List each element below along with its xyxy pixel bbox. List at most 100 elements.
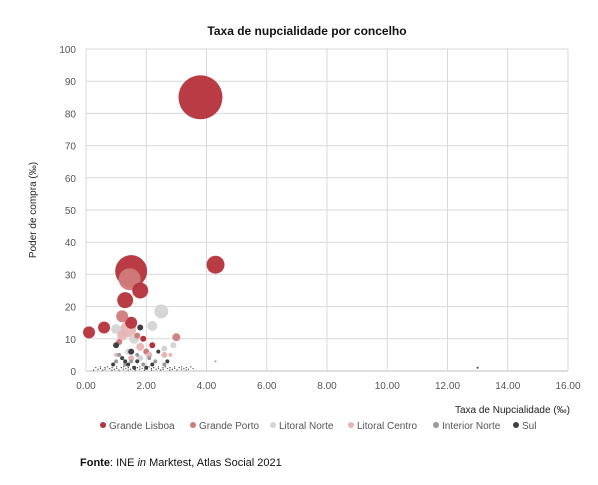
- baseline-point: [115, 366, 118, 368]
- baseline-point: [157, 367, 160, 370]
- bubble-point: [137, 355, 144, 362]
- bubble-point: [172, 333, 181, 342]
- bubble-point: [214, 360, 217, 363]
- baseline-point: [99, 366, 101, 368]
- y-tick-label: 20: [65, 303, 77, 314]
- legend-marker: [100, 422, 106, 428]
- baseline-point: [99, 367, 102, 370]
- bubble-point: [134, 332, 141, 339]
- source-text-after: Marktest, Atlas Social 2021: [146, 457, 282, 469]
- legend-label: Litoral Centro: [357, 421, 417, 432]
- bubble-point: [165, 359, 170, 364]
- source-label: Fonte: [80, 457, 110, 469]
- baseline-point: [129, 368, 132, 370]
- bubble-point: [123, 362, 128, 367]
- bubble-point: [114, 359, 119, 364]
- bubble-point: [140, 335, 147, 342]
- y-tick-label: 0: [70, 367, 76, 378]
- legend-item: Interior Norte: [433, 421, 501, 432]
- baseline-point: [141, 367, 143, 370]
- legend-label: Sul: [522, 421, 536, 432]
- bubble-point: [137, 324, 144, 331]
- baseline-point: [162, 367, 164, 369]
- baseline-point: [134, 369, 136, 371]
- baseline-point: [139, 366, 141, 368]
- bubble-point: [129, 359, 134, 364]
- bubble-series: [83, 75, 479, 371]
- bubble-point: [135, 352, 140, 357]
- legend-marker: [190, 422, 196, 428]
- bubble-point: [114, 352, 119, 357]
- legend-marker: [433, 422, 439, 428]
- x-tick-label: 14.00: [495, 381, 520, 392]
- legend-label: Litoral Norte: [279, 421, 334, 432]
- baseline-point: [150, 367, 152, 370]
- legend-item: Litoral Norte: [270, 421, 334, 432]
- bubble-point: [170, 342, 177, 349]
- baseline-point: [157, 366, 159, 368]
- legend-item: Sul: [513, 421, 536, 432]
- bubble-point: [136, 342, 145, 351]
- bubble-point: [111, 324, 122, 335]
- baseline-point: [169, 367, 171, 369]
- y-tick-label: 30: [65, 270, 77, 281]
- baseline-point: [173, 366, 176, 368]
- baseline-point: [183, 367, 185, 370]
- baseline-point: [171, 368, 173, 370]
- baseline-point: [148, 366, 150, 368]
- baseline-point: [185, 367, 187, 369]
- bubble-point: [147, 356, 152, 361]
- baseline-point: [155, 368, 157, 370]
- legend-marker: [513, 422, 519, 428]
- bubble-point: [117, 292, 134, 309]
- baseline-point: [127, 369, 129, 371]
- baseline-point: [111, 367, 113, 369]
- bubble-point: [132, 365, 137, 370]
- legend: Grande Lisboa Grande Porto Litoral Norte Li…: [100, 421, 536, 432]
- bubble-point: [149, 342, 156, 349]
- bubble-point: [126, 362, 131, 367]
- bubble-point: [206, 255, 225, 274]
- bubble-point: [135, 359, 140, 364]
- x-tick-label: 8.00: [317, 381, 337, 392]
- chart-title: Taxa de nupcialidade por concelho: [207, 24, 406, 38]
- baseline-point: [97, 368, 99, 370]
- legend-item: Grande Porto: [190, 421, 259, 432]
- bubble-point: [116, 310, 129, 323]
- baseline-point: [178, 367, 180, 369]
- bubble-point: [132, 282, 149, 299]
- source-text-before: : INE: [109, 457, 138, 469]
- bubble-point: [141, 362, 146, 367]
- bubble-point: [117, 330, 128, 341]
- x-tick-labels: 0.00 2.00 4.00 6.00 8.00 10.00 12.00 14.00 16.00: [76, 381, 581, 392]
- baseline-point: [164, 366, 166, 368]
- bubble-point: [125, 316, 138, 329]
- baseline-point: [160, 369, 162, 371]
- baseline-point: [176, 369, 178, 371]
- y-tick-label: 50: [65, 206, 77, 217]
- x-tick-label: 16.00: [555, 381, 580, 392]
- baseline-point: [180, 368, 183, 370]
- baseline-point: [181, 366, 183, 368]
- legend-label: Grande Lisboa: [109, 421, 175, 432]
- y-tick-label: 10: [65, 335, 77, 346]
- baseline-point: [169, 369, 171, 371]
- bubble-point: [144, 365, 149, 370]
- legend-item: Grande Lisboa: [100, 421, 175, 432]
- y-tick-label: 90: [65, 77, 77, 88]
- baseline-point: [109, 367, 111, 370]
- baseline-point: [153, 367, 155, 369]
- bubble-point: [178, 75, 223, 120]
- x-tick-label: 4.00: [197, 381, 217, 392]
- baseline-point: [136, 367, 139, 369]
- y-tick-label: 60: [65, 174, 77, 185]
- y-tick-label: 100: [59, 45, 76, 56]
- bubble-point: [123, 359, 128, 364]
- legend-label: Interior Norte: [442, 421, 501, 432]
- y-tick-label: 40: [65, 238, 77, 249]
- baseline-point: [113, 368, 115, 370]
- bubble-point: [120, 356, 125, 361]
- baseline-point: [123, 366, 125, 368]
- x-tick-label: 12.00: [435, 381, 460, 392]
- legend-marker: [348, 422, 354, 428]
